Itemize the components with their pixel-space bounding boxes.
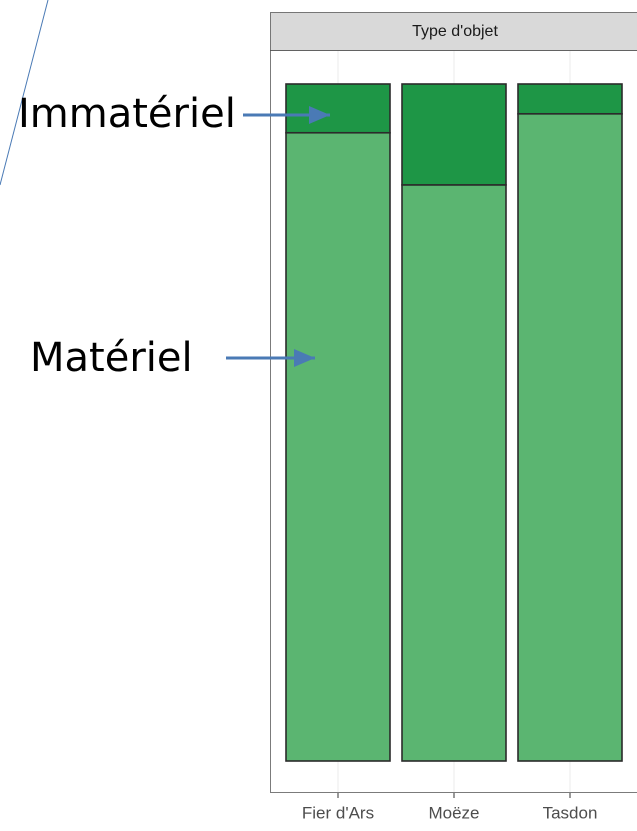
x-tick-label: Fier d'Ars [302,803,374,822]
strip-label: Type d'objet [412,23,498,40]
bar-segment [402,84,506,185]
annotation: Matériel [30,335,193,381]
bar-segment [518,114,622,761]
x-tick-label: Tasdon [543,803,598,822]
annotation: Immatériel [18,91,236,137]
bar-segment [286,133,390,761]
bar-segment [402,185,506,761]
bar-segment [286,84,390,133]
bar-segment [518,84,622,114]
x-tick-label: Moëze [428,803,479,822]
bars [286,84,622,761]
